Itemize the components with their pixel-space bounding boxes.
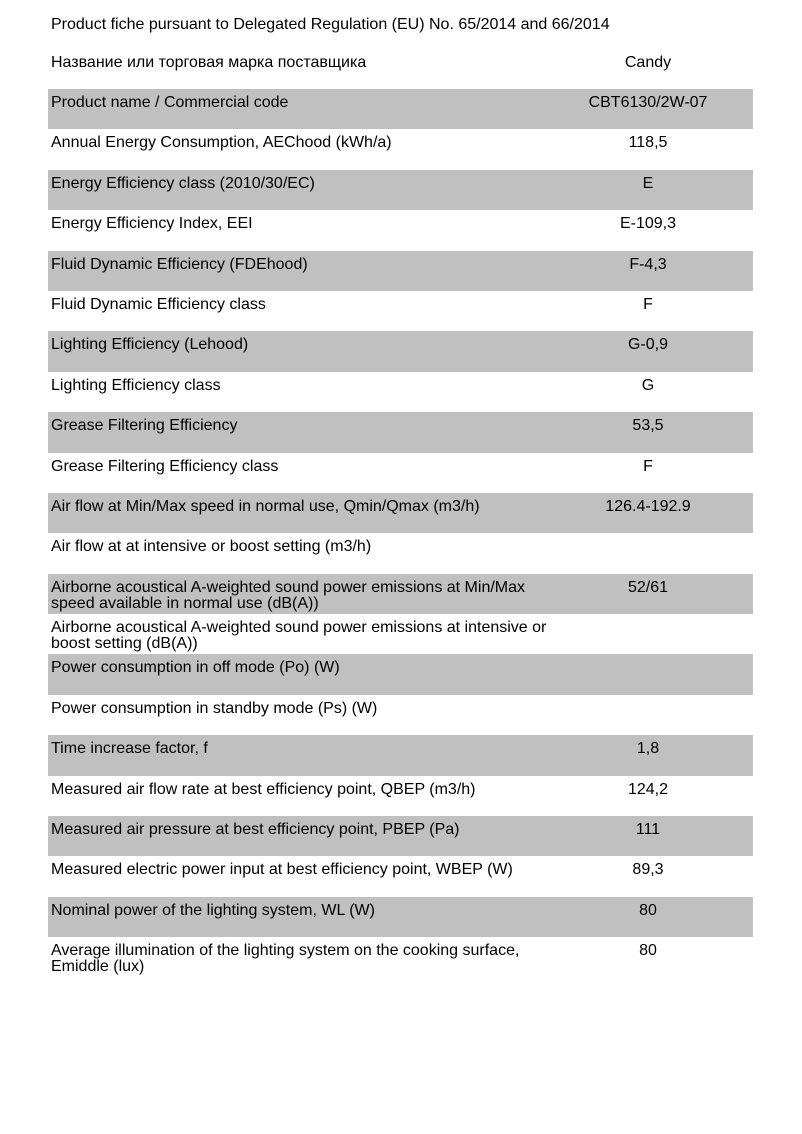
row-label: Energy Efficiency Index, EEI [51, 215, 253, 233]
table-row: Time increase factor, f 1,8 [48, 735, 753, 776]
supplier-row: Название или торговая марка поставщика C… [48, 52, 753, 82]
table-row: Air flow at Min/Max speed in normal use,… [48, 492, 753, 534]
row-value: F [643, 457, 653, 475]
table-row: Power consumption in off mode (Po) (W) [48, 654, 753, 695]
row-value: 80 [639, 901, 657, 919]
table-row: Annual Energy Consumption, AEChood (kWh/… [48, 129, 753, 169]
row-value: 1,8 [636, 740, 660, 758]
row-value: G [641, 376, 655, 394]
row-value: F-4,3 [629, 255, 667, 273]
row-label: Annual Energy Consumption, AEChood (kWh/… [51, 134, 392, 152]
row-label: Fluid Dynamic Efficiency (FDEhood) [51, 255, 308, 273]
table-row: Energy Efficiency class (2010/30/EC) E [48, 169, 753, 211]
row-label: Product name / Commercial code [51, 94, 289, 111]
table-row: Grease Filtering Efficiency class F [48, 453, 753, 493]
row-label: Fluid Dynamic Efficiency class [51, 295, 266, 313]
row-label: Grease Filtering Efficiency [51, 417, 238, 435]
table-row: Average illumination of the lighting sys… [48, 937, 753, 977]
row-label: Power consumption in standby mode (Ps) (… [51, 699, 378, 717]
row-value: 89,3 [632, 861, 664, 879]
product-fiche-table: Product name / Commercial code CBT6130/2W… [48, 89, 753, 978]
table-row: Airborne acoustical A-weighted sound pow… [48, 573, 753, 615]
document-title: Product fiche pursuant to Delegated Regu… [51, 16, 610, 33]
row-value: 126.4-192.9 [605, 497, 691, 515]
row-label: Lighting Efficiency class [51, 376, 221, 394]
table-row: Airborne acoustical A-weighted sound pow… [48, 614, 753, 654]
row-label: Airborne acoustical A-weighted sound pow… [51, 578, 526, 612]
row-value: G-0,9 [627, 336, 668, 354]
row-label: Power consumption in off mode (Po) (W) [51, 659, 340, 677]
table-row: Lighting Efficiency (Lehood) G-0,9 [48, 331, 753, 372]
table-row: Power consumption in standby mode (Ps) (… [48, 695, 753, 735]
table-row: Fluid Dynamic Efficiency class F [48, 291, 753, 331]
row-value: Candy [624, 54, 672, 71]
row-value: 111 [635, 821, 661, 839]
row-value: 118,5 [628, 134, 668, 152]
table-row: Air flow at at intensive or boost settin… [48, 533, 753, 573]
row-label: Air flow at Min/Max speed in normal use,… [51, 497, 480, 515]
row-label: Energy Efficiency class (2010/30/EC) [51, 174, 315, 192]
table-row: Measured electric power input at best ef… [48, 856, 753, 896]
row-label: Measured air pressure at best efficiency… [51, 821, 460, 839]
row-label: Average illumination of the lighting sys… [51, 942, 520, 976]
table-row: Energy Efficiency Index, EEI E-109,3 [48, 210, 753, 250]
row-value: F [643, 295, 653, 313]
row-label: Название или торговая марка поставщика [51, 54, 367, 71]
row-label: Nominal power of the lighting system, WL… [51, 901, 375, 919]
table-row: Product name / Commercial code CBT6130/2W… [48, 89, 753, 130]
table-row: Measured air pressure at best efficiency… [48, 816, 753, 857]
row-label: Grease Filtering Efficiency class [51, 457, 279, 475]
table-row: Lighting Efficiency class G [48, 372, 753, 412]
row-value: CBT6130/2W-07 [588, 94, 708, 111]
row-value: E-109,3 [619, 215, 677, 233]
row-value: E [642, 174, 654, 192]
row-value: 80 [639, 942, 657, 960]
row-label: Time increase factor, f [51, 740, 208, 758]
row-label: Measured electric power input at best ef… [51, 861, 513, 879]
row-label: Airborne acoustical A-weighted sound pow… [51, 619, 547, 653]
table-row: Fluid Dynamic Efficiency (FDEhood) F-4,3 [48, 250, 753, 291]
row-value: 53,5 [632, 417, 664, 435]
row-label: Air flow at at intensive or boost settin… [51, 538, 372, 556]
table-row: Nominal power of the lighting system, WL… [48, 896, 753, 938]
row-value: 52/61 [627, 578, 669, 596]
row-label: Lighting Efficiency (Lehood) [51, 336, 249, 354]
table-row: Grease Filtering Efficiency 53,5 [48, 412, 753, 453]
row-label: Measured air flow rate at best efficienc… [51, 780, 476, 798]
row-value: 124,2 [627, 780, 669, 798]
table-row: Measured air flow rate at best efficienc… [48, 776, 753, 816]
